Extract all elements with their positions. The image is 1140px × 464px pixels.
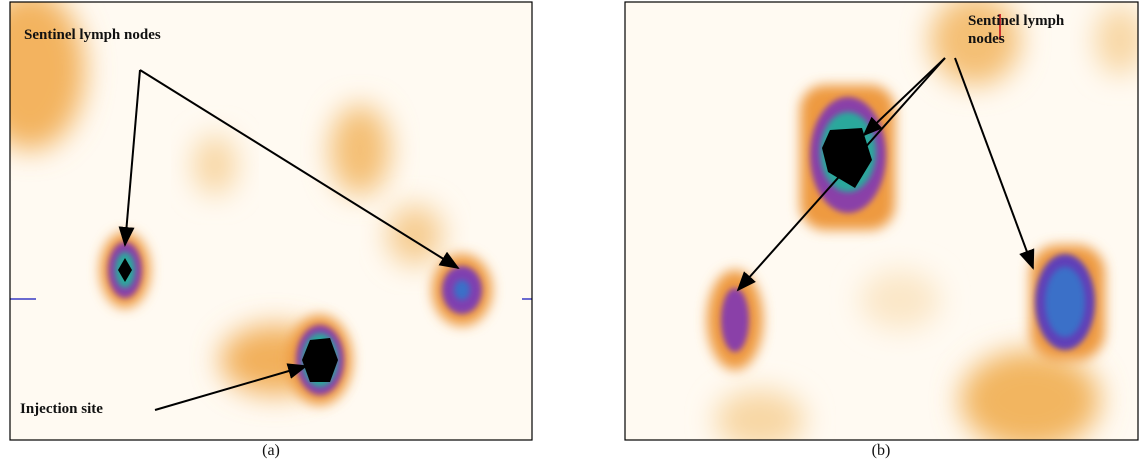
panel-b-image bbox=[625, 2, 1138, 440]
panel-a-image bbox=[10, 2, 532, 440]
panel-label: (a) bbox=[262, 442, 280, 459]
annotation: Sentinel lymph nodes bbox=[24, 27, 161, 43]
annotation: Sentinel lymph nodes bbox=[968, 13, 1065, 47]
panel-label: (b) bbox=[871, 442, 891, 459]
annotation: Injection site bbox=[20, 401, 103, 417]
panel-a-frame bbox=[9, 1, 533, 441]
panel-b-frame bbox=[624, 1, 1139, 441]
